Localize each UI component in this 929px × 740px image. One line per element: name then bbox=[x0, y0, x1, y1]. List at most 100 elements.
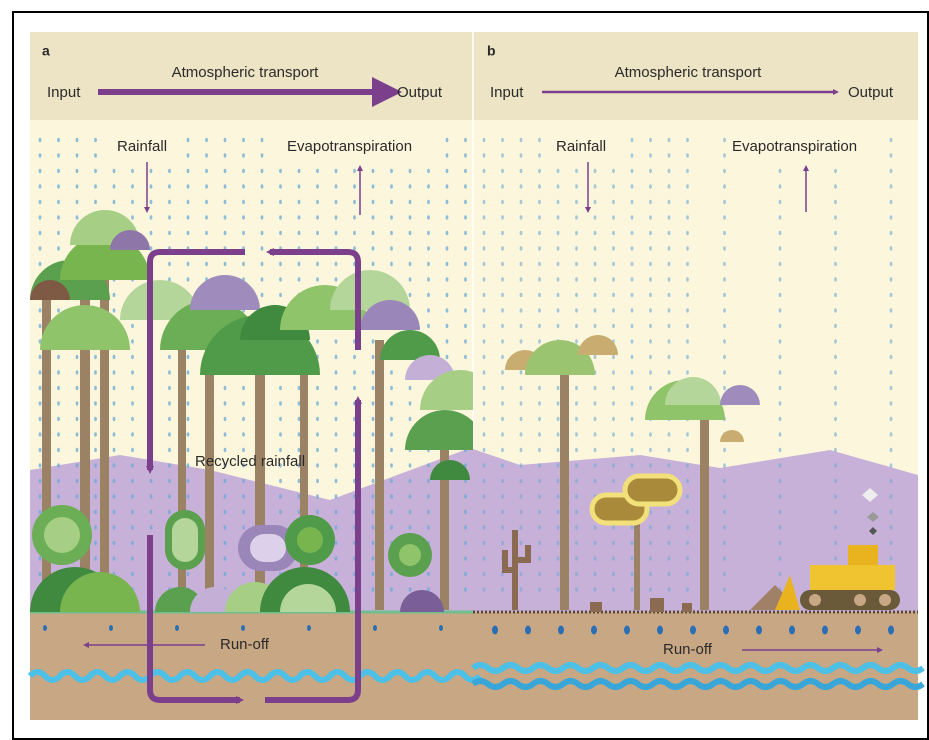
rain-drop bbox=[335, 401, 338, 405]
rain-drop bbox=[57, 432, 60, 436]
rain-drop bbox=[890, 525, 893, 529]
rain-drop bbox=[261, 138, 264, 142]
rain-drop bbox=[557, 494, 560, 498]
rain-drop bbox=[131, 417, 134, 421]
rain-drop bbox=[76, 479, 79, 483]
rain-drop bbox=[335, 277, 338, 281]
rain-drop bbox=[94, 138, 97, 142]
rain-drop bbox=[890, 153, 893, 157]
rain-drop bbox=[501, 169, 504, 173]
rain-drop bbox=[594, 448, 597, 452]
rain-drop bbox=[224, 169, 227, 173]
rain-drop bbox=[686, 339, 689, 343]
rain-drop bbox=[501, 355, 504, 359]
rain-drop bbox=[594, 587, 597, 591]
rain-drop bbox=[372, 463, 375, 467]
rain-drop bbox=[779, 215, 782, 219]
rain-drop bbox=[427, 277, 430, 281]
rain-drop bbox=[242, 386, 245, 390]
evapotranspiration-label: Evapotranspiration bbox=[732, 138, 857, 155]
rain-drop bbox=[242, 494, 245, 498]
rain-drop bbox=[631, 262, 634, 266]
rain-drop bbox=[113, 556, 116, 560]
rain-drop bbox=[538, 494, 541, 498]
rain-drop bbox=[834, 386, 837, 390]
rain-drop bbox=[890, 138, 893, 142]
rain-drop bbox=[76, 200, 79, 204]
rain-drop bbox=[446, 138, 449, 142]
rain-drop bbox=[520, 138, 523, 142]
rain-drop bbox=[446, 231, 449, 235]
rain-drop bbox=[168, 448, 171, 452]
rain-drop bbox=[890, 432, 893, 436]
rain-drop bbox=[834, 324, 837, 328]
rain-drop bbox=[94, 200, 97, 204]
rain-drop bbox=[668, 293, 671, 297]
rain-drop bbox=[224, 417, 227, 421]
rain-drop bbox=[557, 572, 560, 576]
rain-drop bbox=[335, 510, 338, 514]
rain-drop bbox=[668, 355, 671, 359]
rain-drop bbox=[94, 494, 97, 498]
rain-drop bbox=[353, 231, 356, 235]
rain-drop bbox=[594, 401, 597, 405]
rain-drop bbox=[520, 153, 523, 157]
rain-drop bbox=[668, 556, 671, 560]
rain-drop bbox=[668, 200, 671, 204]
rain-drop bbox=[501, 386, 504, 390]
rain-drop bbox=[39, 494, 42, 498]
rain-drop bbox=[668, 308, 671, 312]
rain-drop bbox=[501, 262, 504, 266]
rain-drop bbox=[501, 587, 504, 591]
rain-drop bbox=[409, 231, 412, 235]
rain-drop bbox=[686, 262, 689, 266]
rain-drop bbox=[501, 138, 504, 142]
rain-drop bbox=[427, 324, 430, 328]
rain-drop bbox=[39, 448, 42, 452]
rain-drop bbox=[520, 401, 523, 405]
rain-drop bbox=[501, 324, 504, 328]
rain-drop bbox=[668, 448, 671, 452]
rain-drop bbox=[39, 401, 42, 405]
rain-drop bbox=[409, 184, 412, 188]
rain-drop bbox=[686, 448, 689, 452]
rain-drop bbox=[353, 370, 356, 374]
rain-drop bbox=[131, 541, 134, 545]
rain-drop bbox=[779, 401, 782, 405]
rain-drop bbox=[520, 200, 523, 204]
rain-drop bbox=[649, 246, 652, 250]
rain-drop bbox=[464, 215, 467, 219]
rain-drop bbox=[298, 386, 301, 390]
rain-drop bbox=[427, 479, 430, 483]
rain-drop bbox=[723, 355, 726, 359]
rain-drop bbox=[409, 587, 412, 591]
rain-drop bbox=[316, 432, 319, 436]
rain-drop bbox=[834, 432, 837, 436]
rain-drop bbox=[557, 541, 560, 545]
rain-drop bbox=[594, 293, 597, 297]
rain-drop bbox=[483, 277, 486, 281]
rain-drop bbox=[594, 184, 597, 188]
rain-drop bbox=[834, 169, 837, 173]
rain-drop bbox=[612, 479, 615, 483]
rain-drop bbox=[575, 339, 578, 343]
rain-drop bbox=[631, 246, 634, 250]
rain-drop bbox=[557, 587, 560, 591]
rain-drop bbox=[723, 308, 726, 312]
rain-drop bbox=[279, 262, 282, 266]
rain-drop bbox=[668, 324, 671, 328]
rain-drop bbox=[779, 463, 782, 467]
rain-drop bbox=[483, 494, 486, 498]
rain-drop bbox=[316, 231, 319, 235]
rain-drop bbox=[631, 324, 634, 328]
rain-drop bbox=[631, 200, 634, 204]
rain-drop bbox=[557, 184, 560, 188]
rain-drop bbox=[372, 556, 375, 560]
rain-drop bbox=[723, 262, 726, 266]
rain-drop bbox=[631, 541, 634, 545]
rain-drop bbox=[501, 277, 504, 281]
rain-drop bbox=[890, 231, 893, 235]
rain-drop bbox=[316, 262, 319, 266]
rain-drop bbox=[594, 386, 597, 390]
rain-drop bbox=[187, 200, 190, 204]
